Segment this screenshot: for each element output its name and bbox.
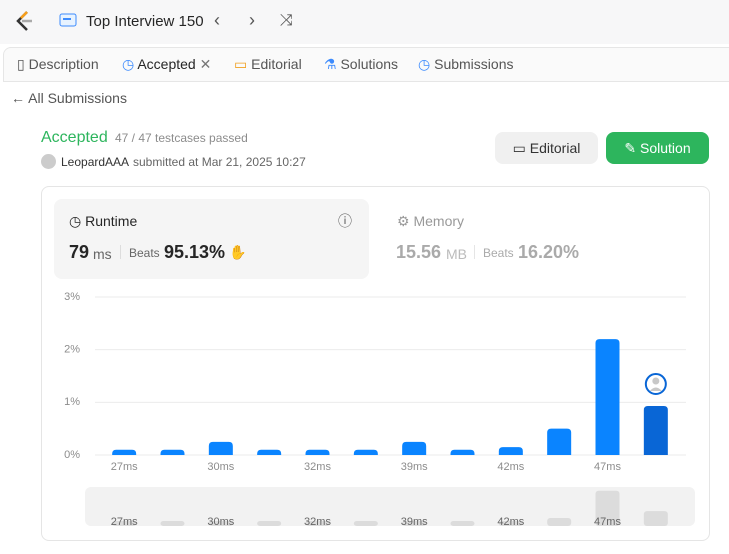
overview-bar bbox=[112, 521, 137, 526]
runtime-panel[interactable] bbox=[54, 199, 369, 279]
runtime-label: ◷ Runtime bbox=[69, 213, 138, 229]
overview-bar bbox=[595, 490, 620, 526]
tab[interactable]: ⚗ Solutions bbox=[324, 56, 399, 72]
x-tick-label: 39ms bbox=[401, 461, 428, 473]
list-icon bbox=[59, 13, 77, 27]
memory-beats: 16.20% bbox=[518, 242, 580, 262]
overview-bar bbox=[498, 521, 523, 526]
top-bar bbox=[0, 0, 729, 44]
tab-label: Editorial bbox=[251, 56, 302, 72]
runtime-unit: ms bbox=[93, 246, 112, 262]
tab[interactable]: ◷ Submissions bbox=[418, 56, 514, 72]
bar bbox=[160, 449, 185, 455]
tab[interactable]: ▯ Description bbox=[17, 56, 99, 72]
list-title[interactable]: Top Interview 150 bbox=[86, 13, 204, 30]
bar bbox=[498, 447, 523, 455]
bar bbox=[353, 449, 378, 455]
overview-tick-label: 42ms bbox=[497, 516, 524, 528]
prev[interactable]: ‹ bbox=[214, 10, 220, 30]
divider bbox=[474, 245, 475, 259]
bar bbox=[450, 449, 475, 455]
divider bbox=[120, 245, 121, 259]
button-label: Solution bbox=[640, 140, 691, 156]
status: Accepted bbox=[41, 129, 108, 146]
back-label: All Submissions bbox=[28, 90, 127, 106]
tab-label: Submissions bbox=[434, 56, 514, 72]
result-card bbox=[41, 186, 710, 541]
overview-bar bbox=[450, 521, 475, 526]
overview-tick-label: 32ms bbox=[304, 516, 331, 528]
beats-label: Beats bbox=[483, 246, 514, 260]
y-tick-label: 3% bbox=[64, 291, 80, 303]
label: Memory bbox=[413, 213, 465, 229]
testcases: 47 / 47 testcases passed bbox=[115, 131, 248, 145]
x-tick-label: 27ms bbox=[111, 461, 138, 473]
overview-tick-label: 30ms bbox=[207, 516, 234, 528]
editorial-button[interactable]: ▭ Editorial bbox=[495, 132, 598, 164]
runtime-beats: 95.13% bbox=[164, 242, 226, 262]
y-tick-label: 1% bbox=[64, 396, 80, 408]
overview-strip bbox=[85, 487, 695, 526]
button-label: Editorial bbox=[529, 140, 581, 156]
overview-bar bbox=[402, 521, 427, 526]
overview-tick-label: 27ms bbox=[111, 516, 138, 528]
bar bbox=[208, 441, 233, 455]
y-tick-label: 0% bbox=[64, 449, 80, 461]
logo[interactable] bbox=[13, 9, 37, 33]
overview-tick-label: 39ms bbox=[401, 516, 428, 528]
tab-label: Solutions bbox=[340, 56, 399, 72]
avatar bbox=[41, 154, 56, 169]
label: Runtime bbox=[85, 213, 138, 229]
tab[interactable]: ▭ Editorial bbox=[234, 56, 302, 72]
overview-bar bbox=[257, 521, 282, 526]
bar bbox=[595, 339, 620, 455]
memory-label[interactable]: ⚙ Memory bbox=[397, 213, 465, 229]
runtime-value: 79 bbox=[69, 242, 90, 262]
bar bbox=[643, 406, 668, 455]
submitted: submitted at Mar 21, 2025 10:27 bbox=[133, 155, 306, 169]
user-avatar-head bbox=[652, 377, 660, 385]
bar bbox=[402, 441, 427, 455]
x-tick-label: 30ms bbox=[207, 461, 234, 473]
badge: ✋ bbox=[229, 244, 247, 260]
next[interactable]: › bbox=[249, 10, 255, 30]
bar bbox=[112, 449, 137, 455]
overview-bar bbox=[208, 521, 233, 526]
memory-value: 15.56 bbox=[396, 242, 442, 262]
info-icon[interactable]: ⓘ bbox=[338, 213, 352, 229]
overview-tick-label: 47ms bbox=[594, 516, 621, 528]
bar bbox=[305, 449, 330, 455]
bar bbox=[257, 449, 282, 455]
overview-bar bbox=[547, 518, 572, 526]
shuffle[interactable]: ⤨ bbox=[280, 12, 293, 29]
tab-label: Accepted bbox=[137, 56, 196, 72]
x-tick-label: 47ms bbox=[594, 461, 621, 473]
beats-label: Beats bbox=[129, 246, 160, 260]
overview-bar bbox=[160, 521, 185, 526]
overview-bar bbox=[305, 521, 330, 526]
x-tick-label: 42ms bbox=[497, 461, 524, 473]
solution-button[interactable]: ✎ Solution bbox=[606, 132, 709, 164]
tab-bar bbox=[3, 47, 729, 82]
x-tick-label: 32ms bbox=[304, 461, 331, 473]
tab-label: Description bbox=[28, 56, 99, 72]
tab[interactable]: ◷ Accepted ✕ bbox=[122, 56, 212, 72]
bar bbox=[547, 428, 572, 455]
user[interactable]: LeopardAAA bbox=[61, 155, 130, 169]
back-link[interactable]: ← All Submissions bbox=[11, 90, 127, 106]
y-tick-label: 2% bbox=[64, 344, 80, 356]
overview-bar bbox=[353, 521, 378, 526]
memory-unit: MB bbox=[446, 246, 467, 262]
overview-bar bbox=[643, 511, 668, 526]
user-avatar-body bbox=[649, 387, 662, 392]
